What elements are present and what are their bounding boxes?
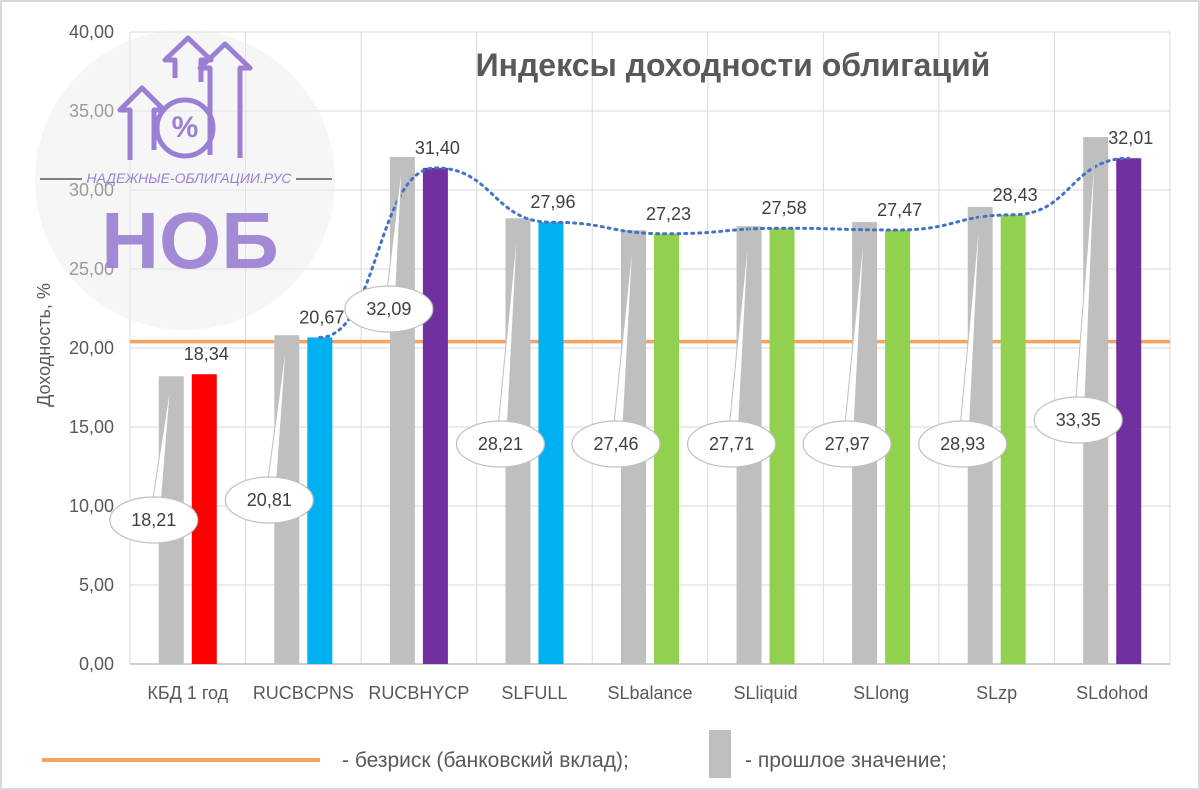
y-tick-label: 25,00	[69, 259, 114, 279]
trend-line-layer	[318, 156, 1131, 339]
callout-bubble	[224, 476, 314, 524]
data-label-previous: 27,71	[709, 434, 754, 454]
chart-title: Индексы доходности облигаций	[476, 47, 991, 83]
x-tick-label: SLFULL	[501, 683, 567, 703]
callout-bubble	[802, 420, 892, 468]
data-label-previous: 27,97	[825, 434, 870, 454]
x-tick-label: SLdohod	[1076, 683, 1148, 703]
x-tick-label: SLbalance	[607, 683, 692, 703]
data-label-previous: 32,09	[366, 299, 411, 319]
legend-ref-label: - безриск (банковский вклад);	[342, 749, 629, 772]
y-axis-label: Доходность, %	[34, 283, 54, 407]
data-label-current: 20,67	[299, 307, 344, 327]
data-label-current: 27,23	[646, 204, 691, 224]
data-labels-layer: 18,34 18,21 20,67 20,81 31,40 32,09 27,96 28,21…	[131, 128, 1153, 530]
x-tick-label: SLzp	[976, 683, 1017, 703]
bar-current	[1116, 158, 1142, 664]
y-tick-labels: 0,00 5,00 10,00 15,00 20,00 25,00 30,00 35,00 40…	[69, 22, 114, 674]
y-tick-label: 35,00	[69, 101, 114, 121]
x-tick-label: КБД 1 год	[147, 683, 228, 703]
logo: % НАДЕЖНЫЕ-ОБЛИГАЦИИ.РУС НОБ	[35, 30, 335, 330]
data-label-current: 31,40	[415, 138, 460, 158]
y-tick-label: 0,00	[79, 654, 114, 674]
y-tick-label: 30,00	[69, 180, 114, 200]
x-tick-label: RUCBHYCP	[368, 683, 469, 703]
data-label-current: 32,01	[1108, 128, 1153, 148]
bar-current	[422, 167, 448, 664]
legend: - безриск (банковский вклад); - прошлое …	[42, 730, 947, 778]
logo-circle	[35, 30, 335, 330]
data-label-previous: 33,35	[1056, 410, 1101, 430]
data-label-current: 27,58	[762, 198, 807, 218]
percent-icon: %	[172, 111, 199, 144]
logo-abbr-text: НОБ	[101, 196, 279, 285]
callouts-layer	[109, 139, 1123, 544]
trend-line	[318, 156, 1131, 339]
x-tick-label: SLliquid	[734, 683, 798, 703]
y-tick-label: 5,00	[79, 575, 114, 595]
data-label-previous: 27,46	[593, 434, 638, 454]
callout-bubble	[344, 285, 434, 333]
x-tick-label: RUCBCPNS	[253, 683, 354, 703]
data-label-current: 27,96	[530, 192, 575, 212]
logo-site-text: НАДЕЖНЫЕ-ОБЛИГАЦИИ.РУС	[86, 170, 292, 186]
logo-arrows-icon	[117, 35, 253, 160]
callout-bubble	[686, 420, 777, 468]
data-label-current: 18,34	[184, 344, 229, 364]
x-tick-labels: КБД 1 год RUCBCPNS RUCBHYCP SLFULL SLbalance…	[147, 683, 1148, 703]
callout-bubble	[455, 420, 546, 468]
y-tick-label: 40,00	[69, 22, 114, 42]
legend-prev-swatch	[709, 730, 731, 778]
callout-bubble	[571, 420, 661, 468]
callout-bubble	[109, 496, 199, 544]
data-label-previous: 28,21	[478, 434, 523, 454]
x-tick-label: SLlong	[853, 683, 909, 703]
y-tick-label: 10,00	[69, 496, 114, 516]
data-label-current: 28,43	[993, 185, 1038, 205]
data-label-previous: 20,81	[247, 490, 292, 510]
y-tick-label: 20,00	[69, 338, 114, 358]
callout-bubble	[1033, 396, 1123, 444]
data-label-current: 27,47	[877, 200, 922, 220]
data-label-previous: 28,93	[940, 434, 985, 454]
y-tick-label: 15,00	[69, 417, 114, 437]
legend-prev-label: - прошлое значение;	[745, 749, 947, 772]
callout-bubble	[918, 420, 1008, 468]
data-label-previous: 18,21	[131, 510, 176, 530]
